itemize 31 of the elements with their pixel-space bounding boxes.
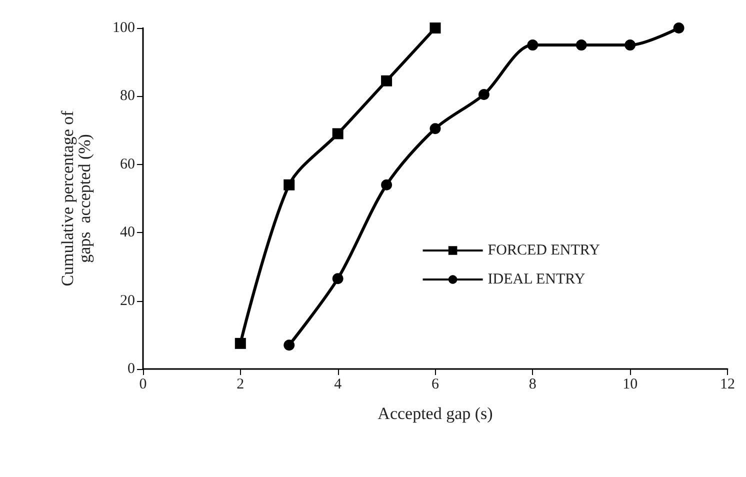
x-axis-title: Accepted gap (s) (378, 404, 493, 423)
point (284, 340, 295, 351)
point (624, 40, 636, 51)
y-tick-label: 100 (112, 20, 135, 36)
x-tick-label: 10 (622, 376, 638, 392)
y-axis-title: Cumulative percentage of gaps accepted (%) (58, 110, 94, 286)
y-tick-label: 20 (120, 292, 135, 309)
y-tick-label: 0 (128, 361, 135, 377)
y-tick-label: 60 (120, 156, 135, 172)
legend-label: IDEAL ENTRY (488, 272, 586, 288)
point (381, 179, 392, 190)
point (527, 40, 538, 51)
point (430, 22, 441, 34)
y-tick-label: 40 (120, 224, 135, 241)
x-tick-label: 6 (432, 376, 440, 392)
point (576, 40, 587, 51)
point (478, 89, 490, 100)
x-tick-label: 4 (334, 376, 342, 392)
legend-label: FORCED ENTRY (488, 242, 600, 258)
x-tick-label: 8 (528, 376, 536, 392)
x-tick-label: 12 (720, 376, 735, 392)
x-tick-label: 0 (139, 376, 147, 392)
point (284, 179, 295, 190)
y-tick-label: 80 (120, 88, 135, 104)
point (332, 273, 344, 284)
point (381, 75, 392, 86)
point (430, 123, 441, 134)
point (673, 22, 684, 34)
point (234, 338, 246, 349)
point (332, 128, 344, 140)
x-tick-label: 2 (236, 376, 244, 392)
